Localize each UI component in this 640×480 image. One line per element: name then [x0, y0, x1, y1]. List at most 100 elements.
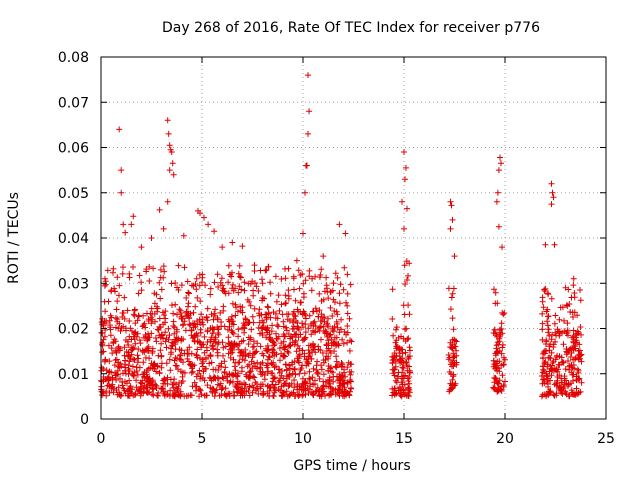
- data-point: [492, 375, 499, 382]
- data-point: [393, 324, 400, 331]
- data-point: [286, 382, 293, 389]
- data-point: [171, 357, 178, 364]
- data-point: [302, 378, 309, 385]
- data-point: [282, 380, 289, 387]
- data-point: [491, 379, 498, 386]
- data-point: [320, 323, 327, 330]
- data-point: [185, 289, 192, 296]
- data-point: [149, 385, 156, 392]
- data-point: [447, 344, 454, 350]
- data-point: [290, 311, 296, 317]
- data-point: [336, 221, 343, 228]
- data-point: [453, 361, 460, 368]
- data-point: [262, 311, 269, 318]
- data-point: [99, 330, 106, 337]
- data-point: [547, 341, 554, 348]
- data-point: [573, 385, 580, 392]
- data-point: [197, 326, 204, 333]
- data-point: [282, 265, 288, 272]
- data-point: [314, 358, 321, 365]
- data-point: [577, 352, 584, 359]
- data-point: [295, 267, 302, 274]
- data-point: [239, 390, 246, 397]
- data-point: [107, 322, 113, 329]
- data-point: [120, 264, 126, 271]
- data-point: [177, 310, 184, 316]
- data-point: [539, 326, 546, 333]
- data-point: [135, 346, 142, 353]
- data-point: [190, 309, 197, 316]
- data-point: [225, 262, 232, 269]
- y-tick-label: 0.02: [58, 322, 89, 338]
- data-point: [220, 352, 226, 359]
- data-point: [188, 369, 195, 376]
- data-point: [405, 354, 411, 360]
- data-point: [399, 198, 405, 205]
- data-point: [341, 264, 348, 271]
- data-point: [312, 328, 319, 335]
- data-point: [113, 356, 120, 363]
- data-point: [257, 343, 264, 350]
- data-point: [193, 275, 200, 282]
- data-point: [334, 311, 341, 318]
- data-point: [287, 391, 294, 398]
- data-point: [325, 315, 331, 322]
- data-point: [268, 328, 275, 335]
- data-point: [150, 392, 157, 399]
- data-point: [219, 374, 226, 381]
- data-point: [174, 311, 180, 318]
- data-point: [177, 352, 184, 359]
- data-point: [253, 283, 260, 290]
- data-point: [558, 379, 565, 386]
- data-point: [541, 391, 548, 398]
- data-point: [162, 319, 168, 326]
- data-point: [121, 315, 128, 322]
- data-point: [405, 384, 412, 391]
- data-point: [172, 362, 179, 369]
- data-point: [318, 311, 325, 318]
- data-point: [292, 297, 299, 304]
- data-point: [145, 343, 152, 350]
- data-point: [501, 310, 508, 316]
- data-point: [194, 294, 201, 301]
- data-point: [346, 392, 353, 399]
- data-point: [156, 369, 163, 376]
- data-point: [278, 383, 285, 390]
- data-point: [542, 241, 549, 248]
- data-point: [302, 329, 309, 336]
- data-point: [497, 386, 504, 392]
- data-point: [266, 354, 273, 361]
- data-point: [294, 323, 301, 330]
- data-point: [301, 370, 308, 377]
- data-point: [129, 386, 135, 393]
- data-point: [344, 364, 351, 371]
- data-point: [117, 360, 124, 367]
- data-point: [117, 375, 123, 382]
- data-point: [207, 325, 214, 332]
- data-point: [221, 323, 228, 330]
- data-point: [340, 286, 347, 293]
- data-point: [333, 373, 340, 380]
- data-point: [544, 322, 551, 329]
- data-point: [494, 300, 501, 307]
- data-point: [101, 333, 108, 340]
- data-point: [272, 315, 279, 321]
- data-point: [321, 314, 328, 320]
- data-point: [235, 333, 242, 340]
- data-point: [261, 376, 268, 383]
- data-point: [273, 298, 280, 305]
- data-point: [305, 325, 312, 332]
- data-point: [204, 339, 211, 345]
- data-point: [407, 369, 413, 376]
- data-point: [160, 225, 167, 232]
- data-point: [269, 381, 276, 388]
- data-point: [214, 315, 221, 321]
- data-point: [491, 384, 498, 391]
- data-point: [338, 360, 345, 366]
- data-point: [341, 384, 348, 391]
- data-point: [227, 354, 234, 361]
- data-point: [492, 352, 499, 359]
- data-point: [560, 341, 567, 348]
- data-point: [212, 306, 219, 313]
- data-point: [302, 189, 308, 196]
